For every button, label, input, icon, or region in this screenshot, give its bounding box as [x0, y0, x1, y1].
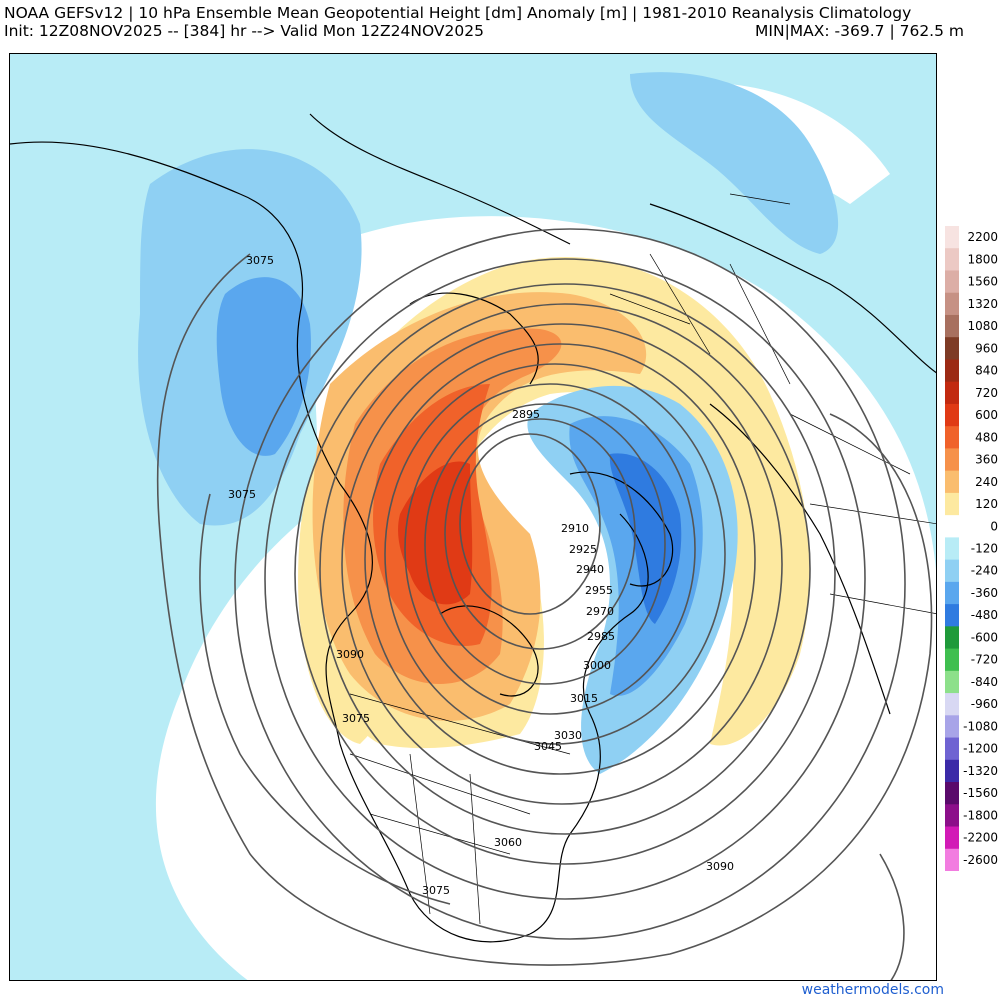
- colorbar-label: 600: [975, 408, 998, 422]
- colorbar-swatch: [945, 515, 959, 538]
- colorbar-swatch: [945, 448, 959, 472]
- map-title: NOAA GEFSv12 | 10 hPa Ensemble Mean Geop…: [4, 4, 912, 22]
- colorbar-swatch: [945, 782, 959, 805]
- colorbar-swatch: [945, 626, 959, 650]
- contour-label: 3060: [494, 836, 522, 849]
- polar-map: 3075 3075 3090 3075 2895 2910 2925 2940 …: [9, 53, 937, 981]
- colorbar-label: -2200: [963, 831, 998, 845]
- negative-anomaly-siberia: [630, 72, 839, 254]
- colorbar-label: -120: [971, 542, 998, 556]
- contour-label: 3075: [246, 254, 274, 267]
- contour-label: 2985: [587, 630, 615, 643]
- colorbar-swatch: [945, 337, 959, 360]
- colorbar-label: 120: [975, 497, 998, 511]
- min-max-readout: MIN|MAX: -369.7 | 762.5 m: [755, 22, 964, 40]
- colorbar-label: -360: [971, 586, 998, 600]
- contour-labels: 3075 3075 3090 3075 2895 2910 2925 2940 …: [228, 254, 734, 897]
- colorbar-label: 1800: [967, 252, 998, 266]
- colorbar-label: -1560: [963, 786, 998, 800]
- colorbar-label: -2600: [963, 853, 998, 867]
- contour-label: 3090: [706, 860, 734, 873]
- colorbar-swatch: [945, 426, 959, 449]
- negative-anomaly-pacific-core: [216, 277, 311, 456]
- colorbar-swatch: [945, 737, 959, 761]
- colorbar-label: -1200: [963, 742, 998, 756]
- colorbar-label: -480: [971, 608, 998, 622]
- contour-label: 3015: [570, 692, 598, 705]
- colorbar-swatch: [945, 492, 959, 516]
- colorbar-label: 1080: [967, 319, 998, 333]
- colorbar-label: 0: [990, 519, 998, 533]
- colorbar-swatch: [945, 759, 959, 783]
- height-contours: [156, 228, 933, 980]
- contour-label: 3075: [342, 712, 370, 725]
- colorbar-swatch: [945, 604, 959, 627]
- colorbar-swatch: [945, 715, 959, 739]
- colorbar-label: -1320: [963, 764, 998, 778]
- contour-label: 2895: [512, 408, 540, 421]
- political-boundaries: [349, 193, 936, 925]
- colorbar-label: -960: [971, 697, 998, 711]
- contour-label: 3075: [228, 488, 256, 501]
- colorbar-label: -1080: [963, 719, 998, 733]
- contour-label: 3075: [422, 884, 450, 897]
- map-canvas: 3075 3075 3090 3075 2895 2910 2925 2940 …: [10, 54, 936, 980]
- colorbar-label: -1800: [963, 808, 998, 822]
- colorbar-swatch: [945, 537, 959, 561]
- colorbar-label: -840: [971, 675, 998, 689]
- colorbar-swatch: [945, 559, 959, 583]
- contour-label: 3090: [336, 648, 364, 661]
- colorbar-label: -720: [971, 653, 998, 667]
- colorbar-label: 2200: [967, 230, 998, 244]
- colorbar-swatch: [945, 648, 959, 672]
- contour-label: 3030: [554, 729, 582, 742]
- colorbar-swatch: [945, 470, 959, 494]
- colorbar-swatch: [945, 403, 959, 427]
- contour-label: 3045: [534, 740, 562, 753]
- colorbar-swatch: [945, 226, 959, 249]
- credit-watermark: weathermodels.com: [801, 982, 944, 998]
- colorbar-swatch: [945, 314, 959, 338]
- positive-anomaly-core: [398, 461, 473, 605]
- colorbar-canvas: 2200 1800 1560 1320 1080 960 840 720 600 480 360 24…: [945, 226, 998, 872]
- colorbar-label: -240: [971, 564, 998, 578]
- colorbar-label: 240: [975, 475, 998, 489]
- colorbar-label: 960: [975, 341, 998, 355]
- colorbar-swatch: [945, 248, 959, 271]
- colorbar-label: 480: [975, 430, 998, 444]
- colorbar-swatch: [945, 581, 959, 605]
- contour-label: 2910: [561, 522, 589, 535]
- colorbar-swatch: [945, 381, 959, 405]
- colorbar-swatch: [945, 292, 959, 316]
- colorbar-swatch: [945, 359, 959, 383]
- contour-label: 2970: [586, 605, 614, 618]
- colorbar-label: 840: [975, 364, 998, 378]
- colorbar-swatch: [945, 826, 959, 850]
- negative-anomaly-arctic-core: [609, 453, 682, 624]
- contour-label: 3000: [583, 659, 611, 672]
- contour-label: 2955: [585, 584, 613, 597]
- negative-anomaly-arctic-mid: [569, 416, 703, 696]
- contour-label: 2925: [569, 543, 597, 556]
- colorbar-label: 360: [975, 453, 998, 467]
- colorbar-swatch: [945, 804, 959, 828]
- contour-label: 2940: [576, 563, 604, 576]
- colorbar-swatch: [945, 693, 959, 716]
- init-valid-line: Init: 12Z08NOV2025 -- [384] hr --> Valid…: [4, 22, 484, 40]
- colorbar-swatch: [945, 270, 959, 294]
- colorbar-label: 1320: [967, 297, 998, 311]
- colorbar-swatch: [945, 670, 959, 694]
- colorbar-label: 720: [975, 386, 998, 400]
- colorbar-label: -600: [971, 630, 998, 644]
- colorbar: 2200 1800 1560 1320 1080 960 840 720 600 480 360 24…: [943, 226, 1000, 872]
- colorbar-swatch: [945, 848, 959, 872]
- colorbar-label: 1560: [967, 275, 998, 289]
